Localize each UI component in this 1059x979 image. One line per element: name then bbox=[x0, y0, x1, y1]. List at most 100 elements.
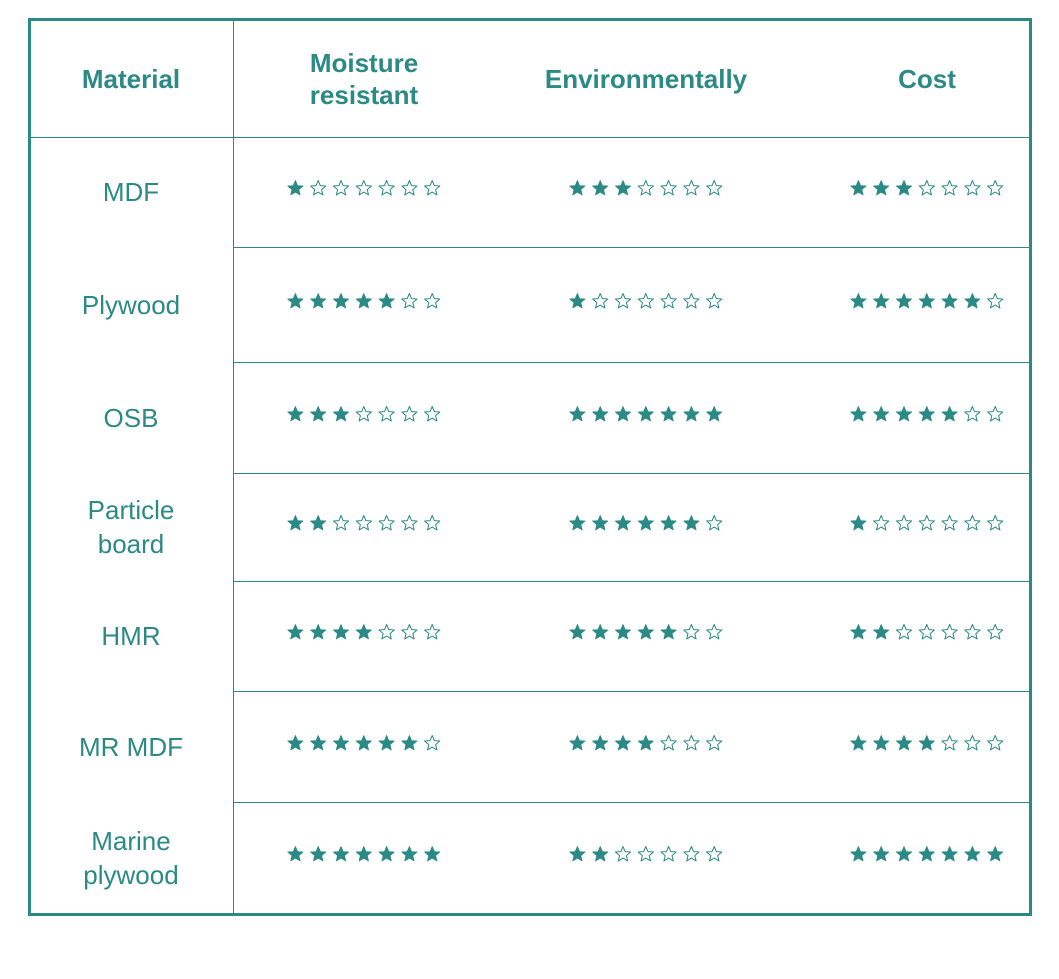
star-empty bbox=[918, 180, 936, 196]
star-filled bbox=[569, 292, 586, 308]
star-empty bbox=[918, 515, 936, 531]
material-cell: Particle board bbox=[87, 495, 175, 559]
star-rating bbox=[287, 180, 441, 196]
star-filled bbox=[850, 734, 867, 750]
star-filled bbox=[592, 624, 609, 640]
star-filled bbox=[896, 734, 913, 750]
star-filled bbox=[850, 292, 867, 308]
star-rating bbox=[287, 624, 441, 640]
star-empty bbox=[378, 515, 395, 531]
star-filled bbox=[873, 405, 890, 421]
star-filled bbox=[683, 405, 700, 421]
star-empty bbox=[424, 292, 441, 308]
star-empty bbox=[964, 734, 981, 750]
star-filled bbox=[310, 734, 327, 750]
header-cell: Moisture resistant bbox=[309, 48, 419, 110]
star-filled bbox=[310, 405, 327, 421]
row-divider bbox=[234, 247, 1029, 248]
star-empty bbox=[941, 515, 958, 531]
row-divider bbox=[234, 362, 1029, 363]
star-empty bbox=[941, 734, 958, 750]
star-empty bbox=[637, 845, 655, 861]
star-filled bbox=[941, 292, 958, 308]
star-empty bbox=[660, 845, 677, 861]
star-empty bbox=[987, 180, 1004, 196]
star-filled bbox=[569, 180, 586, 196]
star-rating bbox=[850, 292, 1004, 308]
star-filled bbox=[615, 405, 632, 421]
column-divider bbox=[233, 21, 234, 913]
star-rating bbox=[569, 734, 723, 750]
table-frame bbox=[28, 18, 1032, 916]
star-empty bbox=[987, 515, 1004, 531]
star-empty bbox=[683, 292, 700, 308]
material-cell: HMR bbox=[101, 621, 161, 651]
star-filled bbox=[615, 180, 632, 196]
star-empty bbox=[355, 515, 373, 531]
star-filled bbox=[683, 515, 700, 531]
star-empty bbox=[378, 624, 395, 640]
star-rating bbox=[569, 515, 723, 531]
star-empty bbox=[706, 734, 723, 750]
star-rating bbox=[569, 292, 723, 308]
row-divider bbox=[234, 581, 1029, 582]
star-filled bbox=[918, 734, 935, 750]
star-empty bbox=[424, 624, 441, 640]
star-empty bbox=[310, 180, 327, 196]
star-empty bbox=[378, 180, 395, 196]
star-filled bbox=[592, 405, 609, 421]
star-empty bbox=[941, 180, 958, 196]
star-filled bbox=[850, 515, 867, 531]
star-filled bbox=[592, 515, 609, 531]
material-cell: MDF bbox=[102, 177, 160, 207]
star-filled bbox=[637, 405, 654, 421]
star-empty bbox=[401, 405, 418, 421]
star-filled bbox=[287, 292, 304, 308]
header-cell: Environmentally bbox=[544, 64, 748, 94]
star-filled bbox=[896, 405, 913, 421]
star-rating bbox=[850, 845, 1004, 861]
star-empty bbox=[660, 292, 677, 308]
star-filled bbox=[310, 624, 327, 640]
star-filled bbox=[355, 292, 372, 308]
star-empty bbox=[401, 180, 418, 196]
star-empty bbox=[896, 624, 913, 640]
star-filled bbox=[873, 180, 890, 196]
star-empty bbox=[706, 624, 723, 640]
star-filled bbox=[569, 624, 586, 640]
star-filled bbox=[378, 734, 395, 750]
star-filled bbox=[660, 624, 677, 640]
star-filled bbox=[287, 734, 304, 750]
star-empty bbox=[355, 405, 373, 421]
star-filled bbox=[850, 624, 867, 640]
star-filled bbox=[310, 292, 327, 308]
star-empty bbox=[683, 624, 700, 640]
star-empty bbox=[683, 734, 700, 750]
star-filled bbox=[569, 845, 586, 861]
row-divider bbox=[234, 473, 1029, 474]
star-filled bbox=[850, 845, 867, 861]
star-filled bbox=[310, 845, 327, 861]
star-empty bbox=[941, 624, 958, 640]
star-empty bbox=[964, 180, 981, 196]
star-rating bbox=[569, 624, 723, 640]
star-filled bbox=[987, 845, 1004, 861]
row-divider bbox=[234, 802, 1029, 803]
star-filled bbox=[333, 405, 350, 421]
row-divider bbox=[234, 691, 1029, 692]
star-rating bbox=[850, 180, 1004, 196]
star-empty bbox=[355, 180, 373, 196]
star-empty bbox=[987, 734, 1004, 750]
star-empty bbox=[615, 845, 632, 861]
star-filled bbox=[287, 845, 304, 861]
material-cell: Plywood bbox=[81, 289, 181, 320]
star-filled bbox=[941, 845, 958, 861]
star-filled bbox=[333, 845, 350, 861]
star-empty bbox=[424, 734, 441, 750]
material-cell: MR MDF bbox=[79, 731, 183, 762]
star-filled bbox=[355, 624, 372, 640]
material-cell: OSB bbox=[103, 402, 159, 433]
star-empty bbox=[683, 845, 700, 861]
star-empty bbox=[873, 515, 890, 531]
